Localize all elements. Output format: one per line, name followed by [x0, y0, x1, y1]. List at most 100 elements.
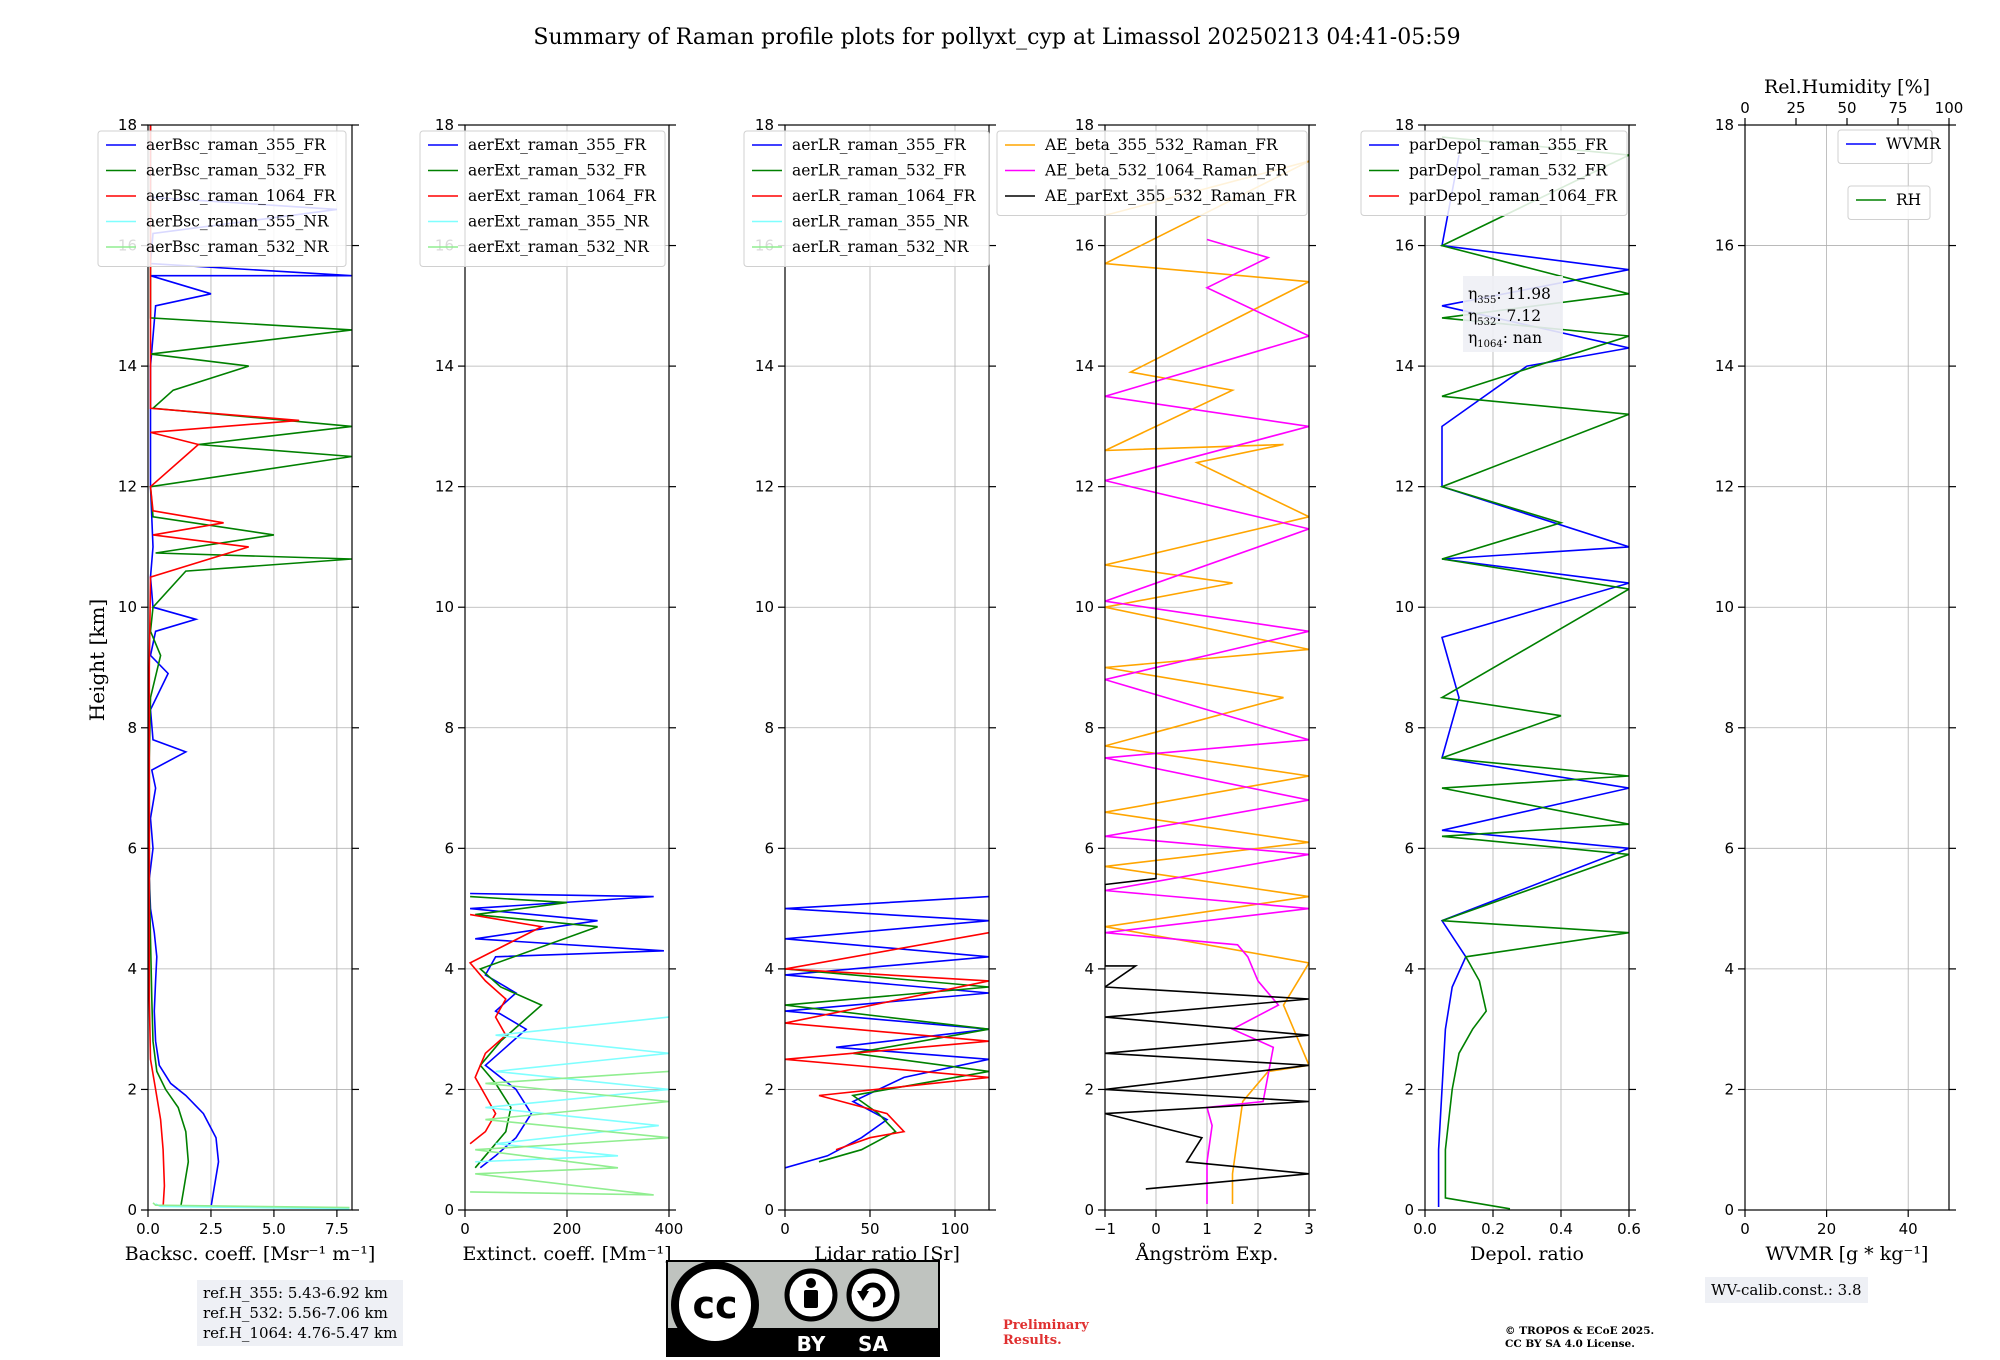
xtick-label: 7.5	[325, 1220, 349, 1238]
ref-height-1064: ref.H_1064: 4.76-5.47 km	[203, 1324, 398, 1342]
ytick-label: 10	[1715, 598, 1734, 616]
legend-entry: aerBsc_raman_355_FR	[146, 136, 327, 154]
ytick-label: 0	[444, 1201, 454, 1219]
series-group	[1437, 136, 1629, 1210]
height-axis-label: Height [km]	[85, 599, 109, 721]
copyright-line-2: CC BY SA 4.0 License.	[1505, 1338, 1635, 1350]
ytick-label: 2	[127, 1080, 137, 1098]
ytick-label: 8	[444, 719, 454, 737]
ytick-label: 10	[755, 598, 774, 616]
series-line-aerBsc_raman_355_FR	[148, 125, 352, 1208]
ytick-label: 6	[1404, 839, 1414, 857]
ytick-label: 4	[1724, 960, 1734, 978]
xtick-label: 1	[1202, 1220, 1212, 1238]
xtick-label: 0	[780, 1220, 790, 1238]
xtick-label: 0	[1740, 1220, 1750, 1238]
ytick-label: 14	[1395, 357, 1414, 375]
legend-entry: parDepol_raman_355_FR	[1409, 136, 1609, 154]
eta-background	[1463, 276, 1563, 352]
ytick-label: 6	[1724, 839, 1734, 857]
ytick-label: 12	[435, 478, 454, 496]
ytick-label: 12	[1395, 478, 1414, 496]
ytick-label: 14	[1075, 357, 1094, 375]
series-line-AE_beta_532_1064_Raman_FR	[1105, 238, 1309, 1204]
ytick-label: 14	[118, 357, 137, 375]
ref-height-box: ref.H_355: 5.43-6.92 km ref.H_532: 5.56-…	[197, 1280, 404, 1346]
legend-entry: aerBsc_raman_532_NR	[146, 238, 330, 256]
xtick-label: 400	[655, 1220, 684, 1238]
legend-entry: aerLR_raman_532_NR	[792, 238, 970, 256]
share-alike-icon	[846, 1268, 900, 1322]
series-line-AE_parExt_355_532_Raman_FR	[1105, 185, 1309, 1190]
legend-entry: AE_beta_355_532_Raman_FR	[1044, 136, 1279, 154]
legend-entry: aerLR_raman_355_NR	[792, 213, 970, 231]
xtick-label: 0.4	[1549, 1220, 1573, 1238]
axes-frame	[464, 124, 670, 1211]
axes-frame	[1104, 124, 1310, 1211]
xtick-label: 200	[553, 1220, 582, 1238]
legend-lidar_ratio: aerLR_raman_355_FR aerLR_raman_532_FR aerL…	[743, 130, 990, 267]
series-line-parDepol_raman_532_FR	[1439, 136, 1629, 1210]
series-line-aerBsc_raman_1064_FR	[148, 125, 300, 1208]
license-logo[interactable]: cc BY SA	[666, 1260, 940, 1357]
ytick-label: 12	[1075, 478, 1094, 496]
xtick-label: 2	[1253, 1220, 1263, 1238]
legend-entry: WVMR	[1886, 135, 1942, 153]
xtick-label: −1	[1094, 1220, 1116, 1238]
ref-height-532: ref.H_532: 5.56-7.06 km	[203, 1304, 388, 1322]
ytick-label: 10	[1395, 598, 1414, 616]
ytick-label: 2	[1724, 1080, 1734, 1098]
panel-depol: 0 2 4 6 8 10 12 14 16 18 0.0 0.2 0.4 0.6 Depol. ratio p…	[1360, 116, 1641, 1265]
legend-entry: aerLR_raman_532_FR	[792, 162, 967, 180]
top-axis-label: Rel.Humidity [%]	[1764, 76, 1930, 98]
xtick-label: 40	[1899, 1220, 1918, 1238]
legend-entry: parDepol_raman_532_FR	[1409, 162, 1609, 180]
xtick-label: 0.0	[136, 1220, 160, 1238]
series-line-aerLR_raman_1064_FR	[785, 931, 989, 1151]
legend-depol: parDepol_raman_355_FR parDepol_raman_532_…	[1360, 130, 1628, 216]
ytick-label: 0	[1404, 1201, 1414, 1219]
legend-entry: aerExt_raman_1064_FR	[468, 187, 657, 205]
figure-title: Summary of Raman profile plots for polly…	[533, 25, 1460, 50]
ytick-label: 4	[444, 960, 454, 978]
series-line-aerBsc_raman_532_FR	[148, 125, 352, 1208]
preliminary-line-1: Preliminary	[1003, 1318, 1089, 1333]
ytick-label: 0	[1084, 1201, 1094, 1219]
ytick-label: 14	[435, 357, 454, 375]
legend-frame	[743, 130, 990, 267]
legend-entry: AE_parExt_355_532_Raman_FR	[1044, 187, 1297, 205]
eta-value: η355: 11.98	[1468, 285, 1551, 306]
xtick-label: 2.5	[199, 1220, 223, 1238]
ytick-label: 8	[1724, 719, 1734, 737]
ytick-label: 18	[435, 116, 454, 134]
xaxis-label: Lidar ratio [Sr]	[814, 1243, 960, 1265]
xtick-label: 50	[860, 1220, 879, 1238]
top-xtick-label: 75	[1888, 99, 1907, 117]
cc-text: cc	[692, 1283, 737, 1327]
ref-height-355: ref.H_355: 5.43-6.92 km	[203, 1284, 388, 1302]
ytick-label: 4	[1404, 960, 1414, 978]
series-group	[1105, 160, 1309, 1204]
series-group	[468, 892, 669, 1196]
legend-entry: parDepol_raman_1064_FR	[1409, 187, 1618, 205]
ytick-label: 16	[1395, 237, 1414, 255]
panel-wvmr: 0 2 4 6 8 10 12 14 16 18 0 20 40 WVMR [g * kg⁻¹] WVMR R…	[1715, 76, 1963, 1265]
by-text: BY	[797, 1332, 826, 1356]
ytick-label: 18	[755, 116, 774, 134]
ytick-label: 14	[755, 357, 774, 375]
legend-entry: aerExt_raman_532_NR	[468, 238, 650, 256]
ytick-label: 8	[1084, 719, 1094, 737]
xtick-label: 3	[1304, 1220, 1314, 1238]
xtick-label: 0.2	[1481, 1220, 1505, 1238]
ytick-label: 18	[118, 116, 137, 134]
xaxis-label: Extinct. coeff. [Mm⁻¹]	[462, 1243, 671, 1265]
wv-calib-text: WV-calib.const.: 3.8	[1711, 1281, 1862, 1299]
xtick-label: 5.0	[262, 1220, 286, 1238]
cc-circle-icon	[671, 1261, 759, 1349]
ytick-label: 10	[1075, 598, 1094, 616]
ytick-label: 8	[764, 719, 774, 737]
copyright-line-1: © TROPOS & ECoE 2025.	[1505, 1325, 1655, 1337]
series-line-aerBsc_raman_532_NR	[152, 1202, 350, 1209]
